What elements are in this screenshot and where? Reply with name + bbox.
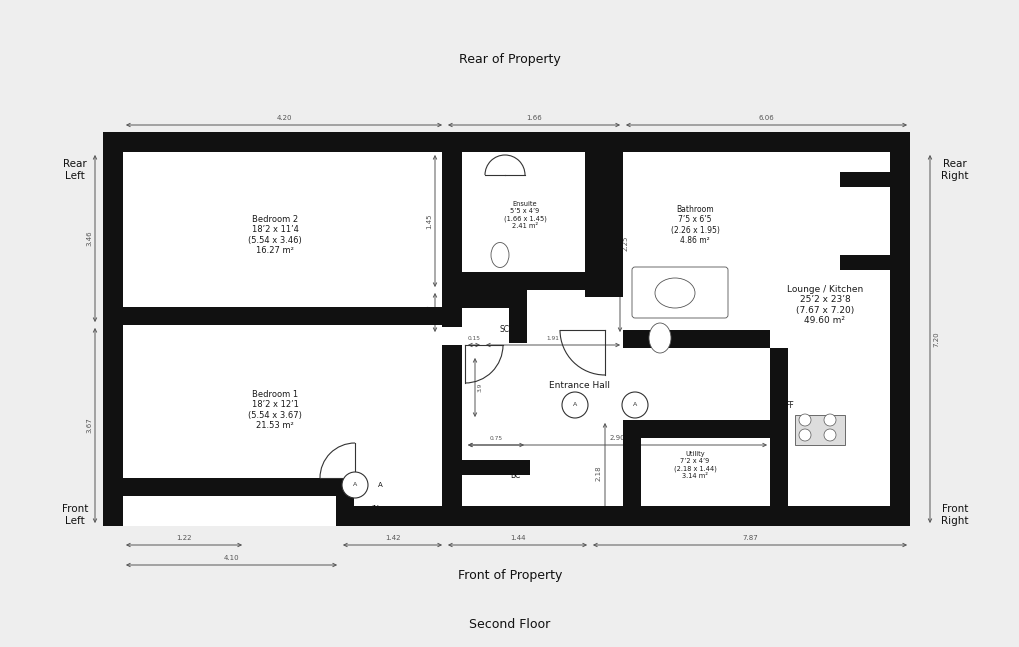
Text: 3.9: 3.9 [478,383,483,392]
Text: 7.87: 7.87 [742,536,757,542]
Bar [335,478,354,526]
Text: 4.10: 4.10 [223,556,239,562]
Text: A: A [377,482,382,488]
Circle shape [561,392,587,418]
Bar [444,506,909,526]
Text: Bathroom
7’5 x 6’5
(2.26 x 1.95)
4.86 m²: Bathroom 7’5 x 6’5 (2.26 x 1.95) 4.86 m² [669,205,718,245]
Text: 1.42: 1.42 [384,536,399,542]
Circle shape [622,392,647,418]
Ellipse shape [654,278,694,308]
Bar [890,132,909,526]
Text: Ensuite
5’5 x 4’9
(1.66 x 1.45)
2.41 m²: Ensuite 5’5 x 4’9 (1.66 x 1.45) 2.41 m² [503,201,546,229]
Ellipse shape [648,323,671,353]
Bar [794,415,844,445]
Text: Bedroom 2
18’2 x 11’4
(5.54 x 3.46)
16.27 m²: Bedroom 2 18’2 x 11’4 (5.54 x 3.46) 16.2… [248,215,302,255]
Text: Rear
Left: Rear Left [63,159,87,181]
Text: A: A [632,402,637,408]
Circle shape [798,429,810,441]
Text: Second Floor: Second Floor [469,619,550,631]
Text: 1.66: 1.66 [526,116,541,122]
Circle shape [798,414,810,426]
Text: Front
Left: Front Left [62,504,88,526]
Text: Rear of Property: Rear of Property [459,54,560,67]
Text: 3.67: 3.67 [86,417,92,433]
Text: BC: BC [510,470,520,479]
Bar [623,330,769,348]
Text: 1.91: 1.91 [546,336,558,342]
Bar [441,345,462,506]
Text: 0.40: 0.40 [426,305,432,320]
Text: 1.22: 1.22 [176,536,192,542]
Circle shape [341,472,368,498]
Text: 4.20: 4.20 [276,116,291,122]
Text: SC: SC [499,325,510,334]
Text: Front of Property: Front of Property [458,569,561,582]
Ellipse shape [490,243,508,267]
Text: A: A [573,402,577,408]
Text: A: A [632,402,637,408]
Bar [840,172,890,270]
Text: FF: FF [785,400,794,410]
Text: Entrance Hall: Entrance Hall [549,380,610,389]
Text: 7.20: 7.20 [932,331,938,347]
Text: 0.15: 0.15 [467,336,480,342]
FancyBboxPatch shape [632,267,728,318]
Bar [441,152,462,292]
Bar [103,132,123,526]
Text: Utility
7’2 x 4’9
(2.18 x 1.44)
3.14 m²: Utility 7’2 x 4’9 (2.18 x 1.44) 3.14 m² [673,451,715,479]
Bar [508,290,527,343]
Bar [585,152,623,297]
Text: IN: IN [371,505,379,514]
Text: 2.90: 2.90 [609,435,625,441]
Text: Rear
Right: Rear Right [941,159,968,181]
Circle shape [823,429,836,441]
Circle shape [823,414,836,426]
Bar [123,307,208,325]
Bar [623,420,788,438]
Text: Bedroom 1
18’2 x 12’1
(5.54 x 3.67)
21.53 m²: Bedroom 1 18’2 x 12’1 (5.54 x 3.67) 21.5… [248,390,302,430]
Bar [460,460,530,475]
Text: 0.75: 0.75 [489,437,502,441]
Text: A: A [572,402,577,408]
Bar [840,255,890,270]
Text: 2.18: 2.18 [595,465,601,481]
Bar [123,478,337,496]
Bar [123,307,442,325]
Bar [462,272,585,290]
Bar [123,152,909,526]
Bar [462,290,527,308]
Bar [335,506,444,526]
Text: 3.46: 3.46 [86,231,92,247]
Bar [769,348,788,506]
Text: A: A [353,483,357,487]
Text: Lounge / Kitchen
25’2 x 23’8
(7.67 x 7.20)
49.60 m²: Lounge / Kitchen 25’2 x 23’8 (7.67 x 7.2… [786,285,862,325]
Bar [103,132,909,152]
Text: Front
Right: Front Right [941,504,968,526]
Text: 6.06: 6.06 [758,116,773,122]
Text: 1.44: 1.44 [510,536,525,542]
Bar [840,172,890,187]
Text: 1.45: 1.45 [426,214,432,229]
Bar [441,292,462,327]
Bar [623,420,640,526]
Text: 2.25: 2.25 [623,236,629,251]
